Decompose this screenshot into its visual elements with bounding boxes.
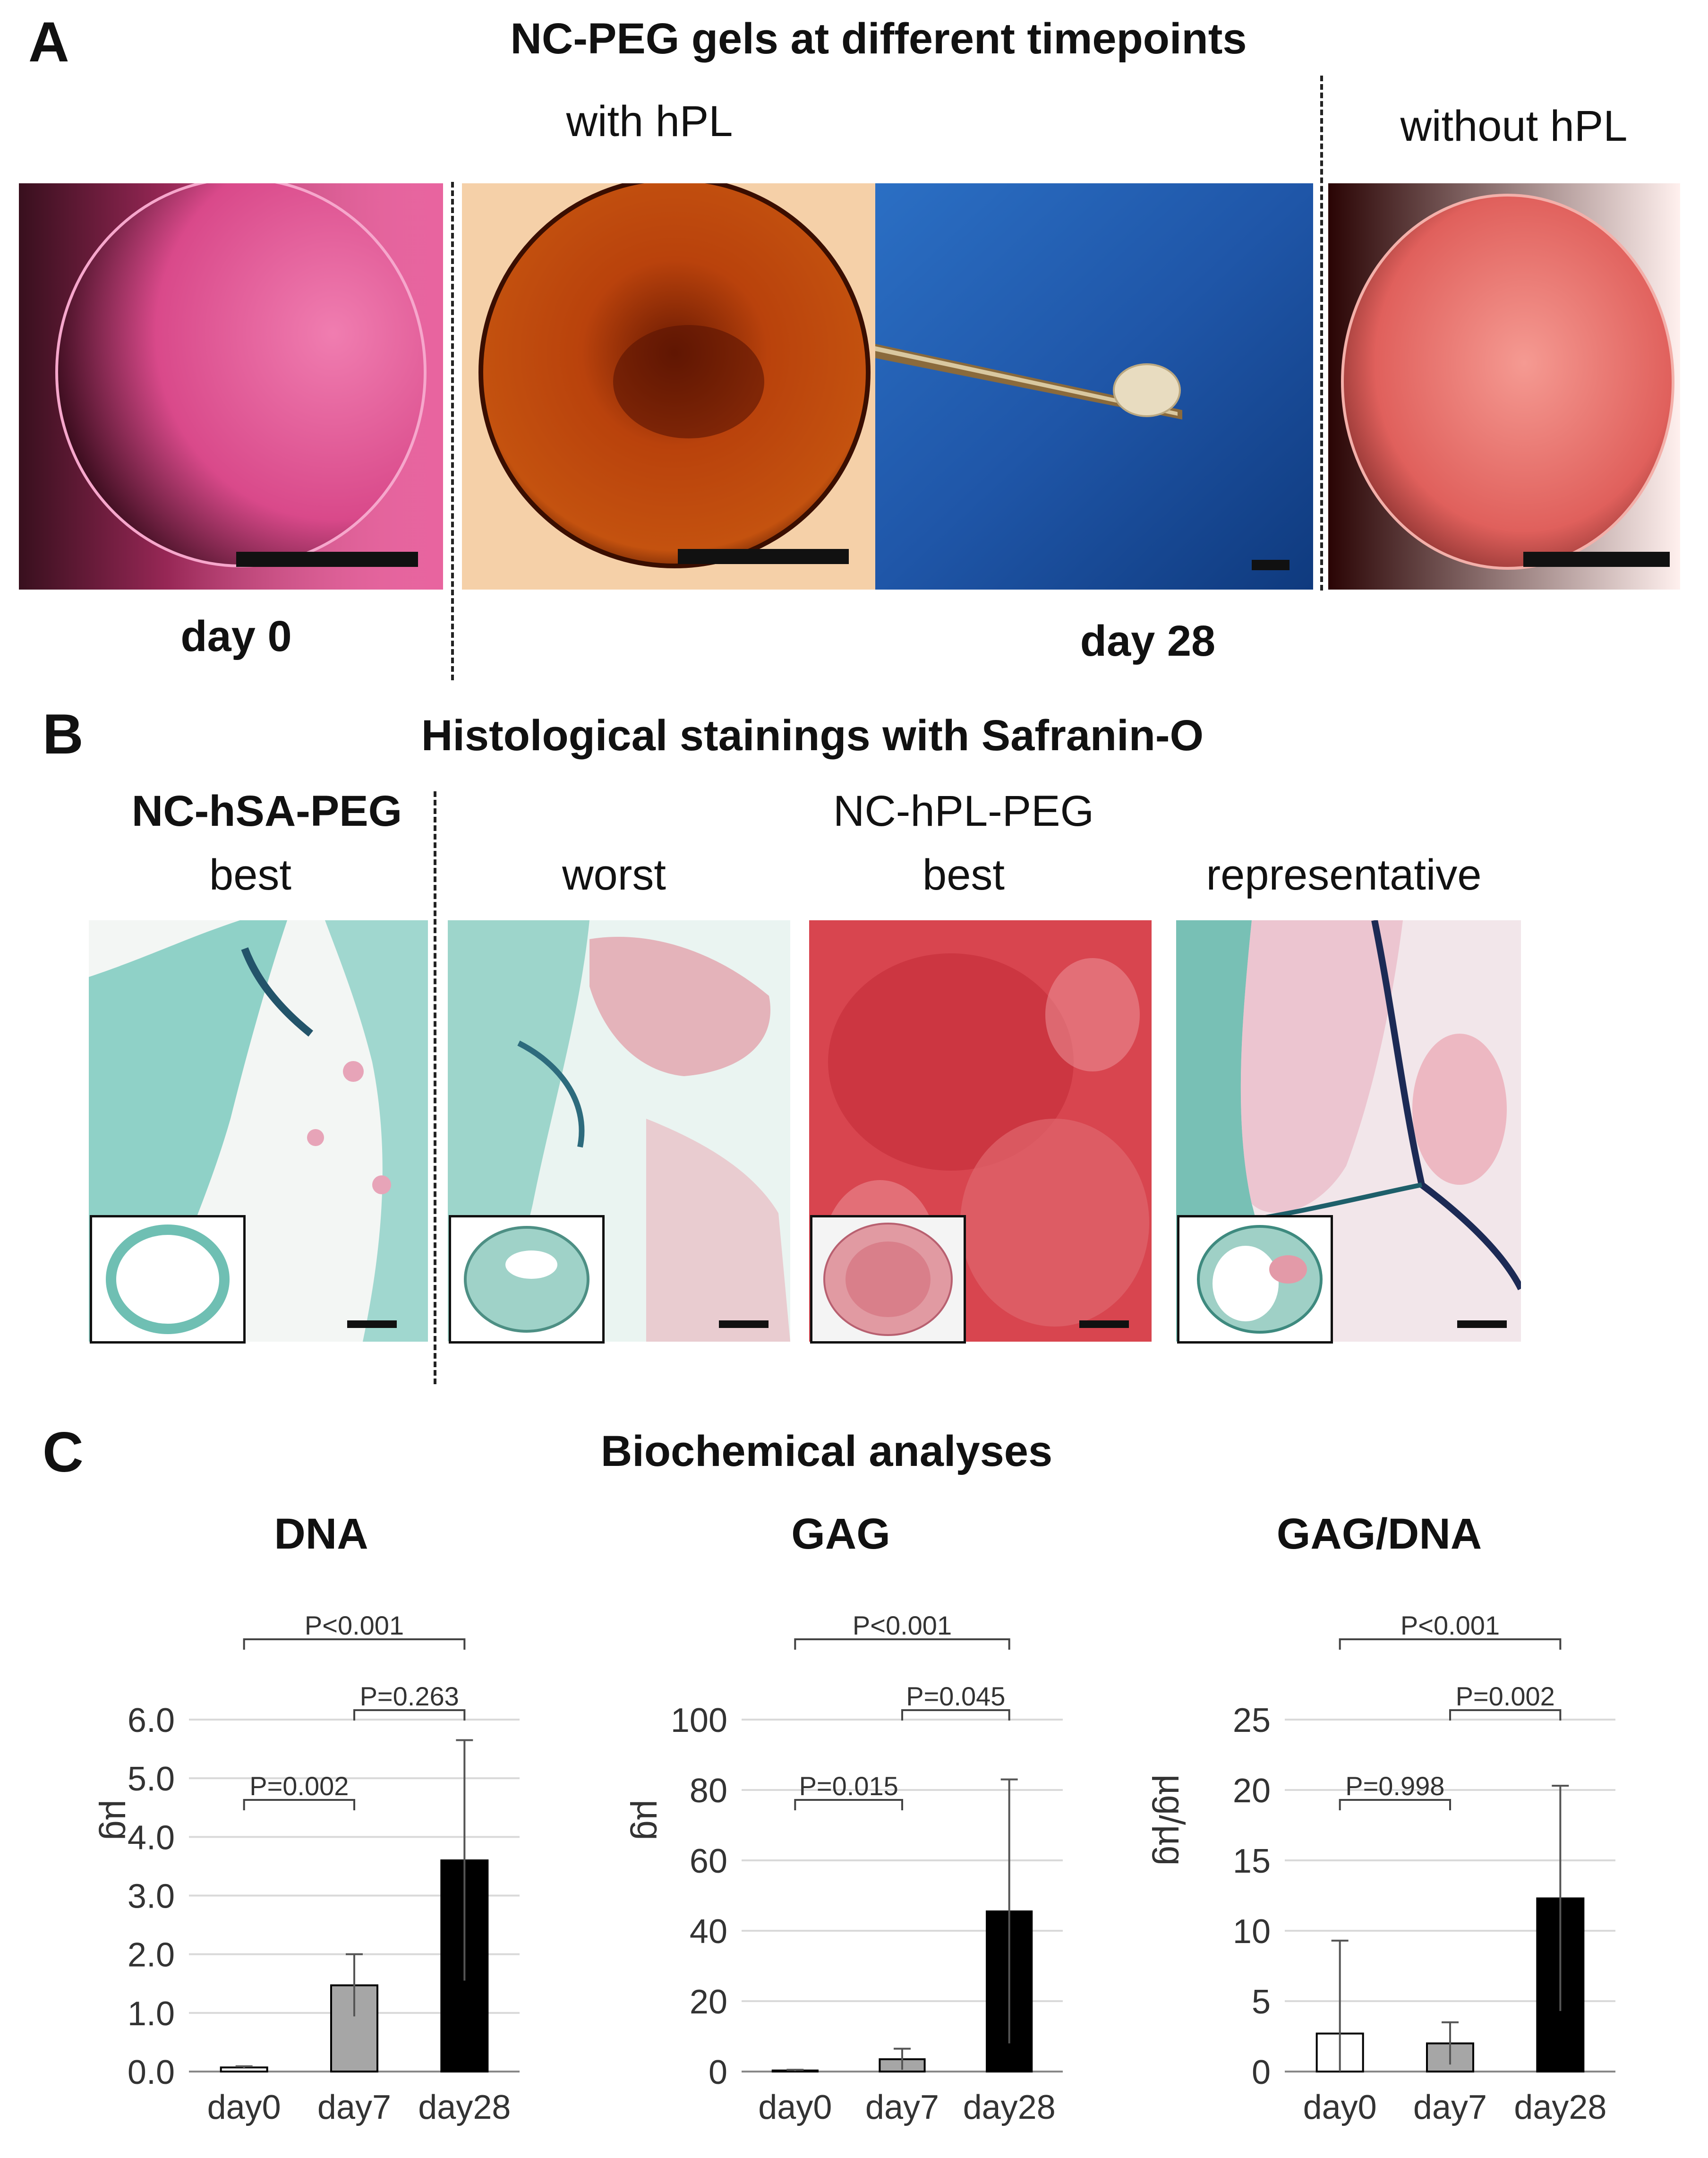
hpl-representative-scale-bar (1457, 1320, 1507, 1328)
biochem-chart-gag: 0 20 40 60 80 100 µg day0 day7 day28 P=0.015 P=0.04… (630, 1610, 1063, 2126)
chart1-tick-label: 80 (690, 1772, 727, 1810)
day0-scale-bar (236, 552, 418, 567)
chart0-tick-label: 0.0 (128, 2054, 175, 2091)
chart0-ylabel: µg (98, 1799, 138, 1840)
chart0-x-label: day7 (317, 2089, 391, 2126)
chart1-tick-label: 40 (690, 1913, 727, 1951)
chart1-x-label: day0 (758, 2089, 832, 2126)
probe-scale-bar (1252, 560, 1290, 570)
hpl-best-inset (810, 1215, 966, 1344)
chart1-p-value: P<0.001 (853, 1610, 952, 1640)
chart0-tick-label: 6.0 (128, 1702, 175, 1739)
chart1-p-value: P=0.045 (906, 1681, 1005, 1711)
panel-a-title: NC-PEG gels at different timepoints (510, 15, 1247, 63)
chart1-x-label: day7 (865, 2089, 939, 2126)
chart2-tick-label: 10 (1233, 1913, 1271, 1951)
panel-b-letter: B (43, 702, 84, 766)
hpl-best-histology (809, 920, 1152, 1342)
day28-label: day 28 (1080, 617, 1216, 665)
panel-a-divider-right (1320, 76, 1323, 591)
with-hpl-label: with hPL (566, 97, 733, 146)
without-hpl-label: without hPL (1400, 102, 1628, 150)
chart1-significance-bracket (794, 1638, 1010, 1650)
hpl-best-scale-bar (1079, 1320, 1129, 1328)
panel-b-title: Histological stainings with Safranin-O (421, 711, 1204, 760)
hpl-worst-label: worst (562, 851, 666, 899)
day0-gel-photo (19, 183, 443, 590)
chart0-p-value: P<0.001 (305, 1610, 404, 1640)
day0-label: day 0 (180, 612, 292, 660)
dna-chart-title: DNA (274, 1510, 368, 1558)
chart1-significance-bracket (794, 1799, 903, 1810)
chart0-x-label: day28 (418, 2089, 511, 2126)
chart2-x-label: day0 (1303, 2089, 1377, 2126)
chart0-tick-label: 4.0 (128, 1819, 175, 1857)
chart0-tick-label: 5.0 (128, 1760, 175, 1798)
chart0-tick-label: 1.0 (128, 1995, 175, 2033)
chart1-p-value: P=0.015 (799, 1771, 898, 1801)
chart2-tick-label: 20 (1233, 1772, 1271, 1810)
chart0-tick-label: 2.0 (128, 1936, 175, 1974)
gel-on-probe-photo (875, 183, 1313, 590)
chart1-x-label: day28 (963, 2089, 1056, 2126)
chart1-tick-label: 60 (690, 1842, 727, 1880)
chart2-significance-bracket (1449, 1709, 1562, 1721)
biochem-chart-dna: 0.0 1.0 2.0 3.0 4.0 5.0 6.0 µg day0 day7 day28 P=0.… (98, 1610, 520, 2126)
chart2-significance-bracket (1339, 1799, 1451, 1810)
panel-a-divider-left (451, 182, 454, 680)
chart2-p-value: P=0.002 (1456, 1681, 1555, 1711)
chart0-tick-label: 3.0 (128, 1878, 175, 1916)
chart0-x-label: day0 (207, 2089, 281, 2126)
chart2-x-label: day7 (1413, 2089, 1487, 2126)
nc-hsa-peg-label: NC-hSA-PEG (131, 787, 402, 835)
without-hpl-gel-photo (1328, 183, 1680, 590)
biochem-chart-gag-dna: 0 5 10 15 20 25 µg/µg day0 day7 day28 P=0.998 P=0.0… (1152, 1610, 1615, 2126)
hpl-worst-inset (449, 1215, 605, 1344)
without-hpl-scale-bar (1523, 552, 1670, 567)
chart1-tick-label: 100 (671, 1702, 727, 1739)
panel-a-letter: A (28, 10, 69, 74)
nc-hpl-peg-label: NC-hPL-PEG (833, 787, 1094, 835)
chart2-x-label: day28 (1514, 2089, 1606, 2126)
chart1-ylabel: µg (630, 1799, 670, 1840)
chart2-tick-label: 0 (1252, 2054, 1271, 2091)
panel-c-title: Biochemical analyses (600, 1427, 1053, 1475)
chart0-p-value: P=0.263 (360, 1681, 459, 1711)
chart2-tick-label: 15 (1233, 1842, 1271, 1880)
with-hpl-gel-photo (462, 183, 875, 590)
chart2-ylabel: µg/µg (1152, 1774, 1192, 1866)
hpl-representative-label: representative (1206, 851, 1482, 899)
chart2-tick-label: 5 (1252, 1983, 1271, 2021)
hsa-best-inset (90, 1215, 246, 1344)
chart0-significance-bracket (353, 1709, 466, 1721)
hpl-best-label: best (922, 851, 1005, 899)
chart0-significance-bracket (243, 1799, 355, 1810)
chart0-p-value: P=0.002 (249, 1771, 349, 1801)
gag-dna-chart-title: GAG/DNA (1276, 1510, 1482, 1558)
hpl-worst-scale-bar (719, 1320, 769, 1328)
hsa-best-scale-bar (347, 1320, 397, 1328)
chart0-significance-bracket (243, 1638, 466, 1650)
chart2-tick-label: 25 (1233, 1702, 1271, 1739)
chart1-significance-bracket (901, 1709, 1010, 1721)
chart1-tick-label: 20 (690, 1983, 727, 2021)
chart2-significance-bracket (1339, 1638, 1562, 1650)
panel-b-divider (434, 791, 436, 1384)
chart2-p-value: P=0.998 (1345, 1771, 1444, 1801)
hpl-representative-inset (1177, 1215, 1333, 1344)
panel-c-letter: C (43, 1421, 84, 1484)
gag-chart-title: GAG (791, 1510, 890, 1558)
chart2-p-value: P<0.001 (1401, 1610, 1500, 1640)
hsa-best-label: best (209, 851, 291, 899)
chart1-tick-label: 0 (709, 2054, 727, 2091)
with-hpl-scale-bar (678, 549, 849, 564)
